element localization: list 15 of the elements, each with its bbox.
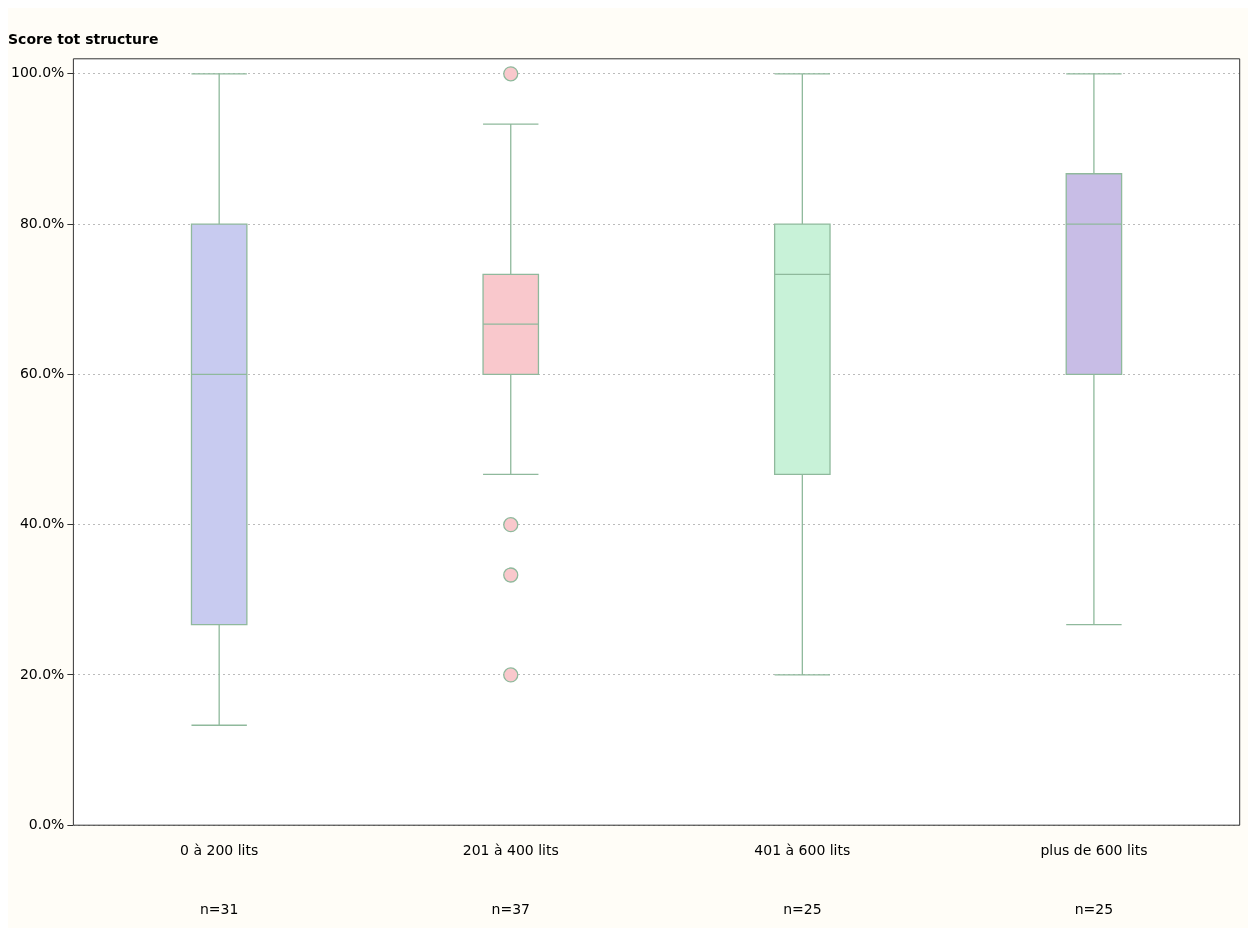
chart-title: Score tot structure [8, 31, 159, 48]
y-tick-label: 0.0% [28, 815, 65, 832]
x-tick-label: 0 à 200 lits [180, 842, 259, 859]
x-tick-label: 401 à 600 lits [754, 842, 851, 859]
text: n=31 [199, 900, 239, 917]
y-tick-label: 20.0% [19, 665, 65, 682]
text: n=37 [491, 900, 530, 917]
y-tick-label: 100.0% [10, 64, 65, 81]
x-tick-label: plus de 600 lits [1040, 842, 1148, 859]
text: n=25 [1074, 900, 1114, 917]
x-tick-label: 201 à 400 lits [462, 842, 559, 859]
y-tick-label: 60.0% [19, 365, 65, 382]
y-tick-label: 40.0% [19, 515, 65, 532]
text: n=25 [783, 900, 822, 917]
y-tick-label: 80.0% [19, 214, 65, 231]
